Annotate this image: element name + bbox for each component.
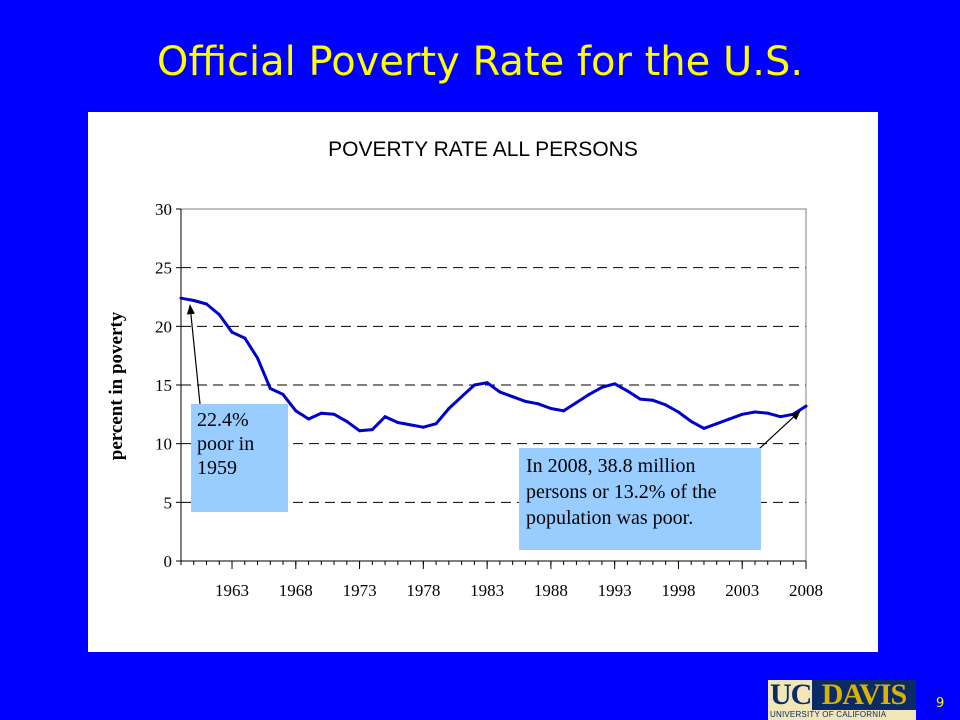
data-point-1960 — [192, 299, 196, 303]
data-point-2002 — [727, 417, 731, 421]
data-point-1986 — [523, 399, 527, 403]
data-point-2005 — [766, 411, 770, 415]
x-tick-label-1973: 1973 — [343, 581, 377, 600]
data-point-1975 — [383, 415, 387, 419]
data-point-1967 — [281, 392, 285, 396]
data-point-1968 — [294, 409, 298, 413]
tick-labels: 0 5 10 15 20 25 30 1963 1968 1973 1978 1983 1988 1993… — [155, 200, 823, 600]
x-tick-label-1988: 1988 — [534, 581, 568, 600]
data-point-1983 — [485, 381, 489, 385]
data-point-1959 — [179, 296, 183, 300]
data-point-1965 — [256, 356, 260, 360]
data-point-1977 — [409, 423, 413, 427]
series-line-0 — [180, 296, 807, 433]
axes — [176, 208, 807, 569]
annotation-1959: 22.4% poor in 1959 — [191, 404, 288, 512]
data-point-1972 — [345, 419, 349, 423]
arrow-2008 — [758, 410, 801, 450]
logo-davis-text: DAVIS — [812, 680, 916, 710]
x-tick-label-1983: 1983 — [470, 581, 504, 600]
annotation-2008: In 2008, 38.8 million persons or 13.2% o… — [519, 448, 761, 550]
y-tick-label-15: 15 — [155, 376, 172, 395]
data-point-1999 — [689, 419, 693, 423]
data-point-2000 — [702, 426, 706, 430]
data-point-1966 — [268, 387, 272, 391]
data-point-1988 — [549, 406, 553, 410]
data-point-1990 — [574, 401, 578, 405]
data-point-1993 — [613, 382, 617, 386]
data-point-1996 — [651, 398, 655, 402]
data-point-2004 — [753, 410, 757, 414]
data-point-1987 — [536, 402, 540, 406]
data-point-1991 — [587, 392, 591, 396]
data-point-1984 — [498, 390, 502, 394]
data-point-2006 — [778, 415, 782, 419]
data-point-1974 — [370, 428, 374, 432]
y-tick-label-25: 25 — [155, 259, 172, 278]
series-layer — [179, 296, 808, 433]
chart-title: POVERTY RATE ALL PERSONS — [328, 138, 638, 161]
data-point-1985 — [511, 395, 515, 399]
data-point-1971 — [332, 412, 336, 416]
data-point-1995 — [638, 397, 642, 401]
data-point-1969 — [307, 417, 311, 421]
data-point-2007 — [791, 412, 795, 416]
data-point-1989 — [562, 409, 566, 413]
x-tick-label-1998: 1998 — [661, 581, 695, 600]
x-tick-label-2003: 2003 — [725, 581, 759, 600]
y-tick-label-20: 20 — [155, 317, 172, 336]
data-point-2003 — [740, 412, 744, 416]
y-tick-label-30: 30 — [155, 200, 172, 219]
data-point-1961 — [205, 302, 209, 306]
data-point-1982 — [472, 383, 476, 387]
y-tick-label-5: 5 — [164, 493, 173, 512]
data-point-1994 — [625, 389, 629, 393]
logo-uc-text: UC — [770, 680, 812, 711]
x-tick-label-1978: 1978 — [406, 581, 440, 600]
y-axis-label: percent in poverty — [106, 311, 127, 460]
y-tick-label-10: 10 — [155, 435, 172, 454]
data-point-1978 — [421, 425, 425, 429]
chart-panel: POVERTY RATE ALL PERSONS percent in pove… — [88, 112, 878, 652]
data-point-1962 — [217, 313, 221, 317]
logo-subtitle: UNIVERSITY OF CALIFORNIA — [770, 710, 887, 719]
data-point-1964 — [243, 336, 247, 340]
ucdavis-logo: UC DAVIS UNIVERSITY OF CALIFORNIA — [768, 680, 916, 720]
data-point-1998 — [676, 410, 680, 414]
data-point-1976 — [396, 421, 400, 425]
data-point-1979 — [434, 422, 438, 426]
annotation-arrows — [186, 304, 801, 450]
page-number: 9 — [936, 696, 945, 711]
y-tick-label-0: 0 — [164, 552, 173, 571]
poverty-rate-chart: POVERTY RATE ALL PERSONS percent in pove… — [106, 138, 823, 600]
x-tick-label-1963: 1963 — [215, 581, 249, 600]
data-point-1963 — [230, 330, 234, 334]
x-tick-label-2008: 2008 — [789, 581, 823, 600]
data-point-1997 — [664, 403, 668, 407]
data-point-2001 — [715, 422, 719, 426]
x-tick-label-1993: 1993 — [598, 581, 632, 600]
data-point-1980 — [447, 406, 451, 410]
data-point-1992 — [600, 385, 604, 389]
x-tick-label-1968: 1968 — [279, 581, 313, 600]
data-point-1981 — [460, 395, 464, 399]
data-point-1973 — [358, 429, 362, 433]
data-point-1970 — [319, 411, 323, 415]
data-point-2008 — [804, 404, 808, 408]
arrow-1959 — [186, 304, 201, 405]
slide-title: Official Poverty Rate for the U.S. — [156, 39, 804, 85]
